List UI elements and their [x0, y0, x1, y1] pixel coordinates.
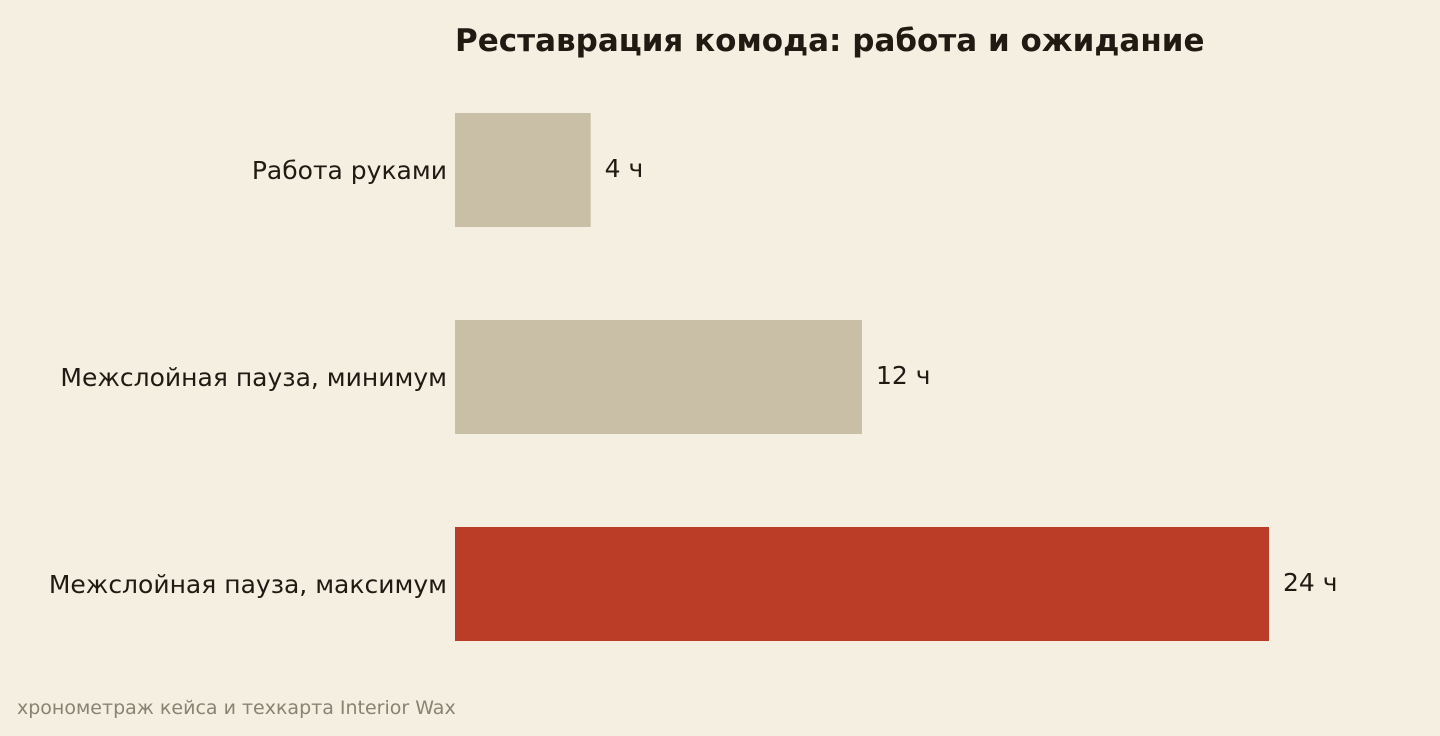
bars-group: Работа руками 4 ч Межслойная пауза, миниму… [49, 113, 1338, 641]
value-label-1: 4 ч [605, 154, 644, 183]
category-label-3: Межслойная пауза, максимум [49, 570, 447, 599]
bar-3 [455, 527, 1269, 641]
value-label-2: 12 ч [876, 361, 931, 390]
chart-title: Реставрация комода: работа и ожидание [455, 23, 1204, 59]
source-note: хронометраж кейса и техкарта Interior Wa… [17, 697, 456, 719]
bar-2 [455, 320, 862, 434]
category-label-2: Межслойная пауза, минимум [60, 363, 447, 392]
bar-1 [455, 113, 591, 227]
value-label-3: 24 ч [1283, 568, 1338, 597]
category-label-1: Работа руками [252, 156, 447, 185]
